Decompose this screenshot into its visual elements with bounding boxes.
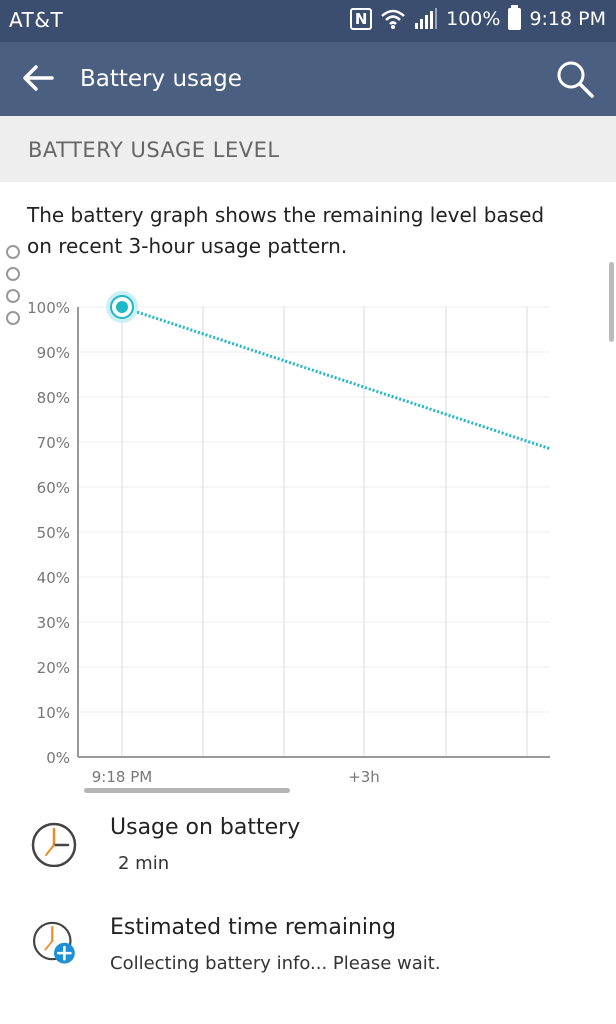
carrier-label: AT&T: [9, 8, 64, 32]
battery-chart: 100% 90% 80% 70% 60% 50% 40% 30% 20% 10% 0% 9:18 PM…: [27, 291, 551, 786]
description-text: The battery graph shows the remaining le…: [27, 203, 545, 258]
status-icons: N 100% 9:18 PM: [350, 5, 606, 30]
y-tick-label: 90%: [37, 344, 70, 362]
nfc-icon: N: [350, 8, 373, 30]
y-tick-label: 20%: [37, 659, 70, 677]
clock-plus-icon: [32, 921, 75, 964]
section-header: BATTERY USAGE LEVEL: [0, 116, 616, 182]
y-tick-label: 10%: [37, 704, 70, 722]
series-line: [121, 305, 551, 451]
page-title: Battery usage: [80, 66, 242, 92]
list-item-title: Estimated time remaining: [110, 915, 396, 940]
clock-icon: [31, 822, 77, 867]
list-item-subtitle: 2 min: [118, 853, 170, 874]
side-dot: [6, 311, 20, 325]
y-tick-label: 40%: [37, 569, 70, 587]
data-point: [116, 301, 128, 313]
clock-time: 9:18 PM: [529, 8, 606, 30]
chart-scrollbar[interactable]: [84, 788, 290, 793]
y-tick-label: 70%: [37, 434, 70, 452]
x-tick-label: 9:18 PM: [92, 768, 152, 786]
battery-icon: [508, 5, 522, 30]
search-icon[interactable]: [554, 58, 596, 100]
battery-percent: 100%: [446, 8, 501, 30]
y-tick-label: 100%: [27, 299, 70, 317]
wifi-icon: [381, 9, 405, 29]
status-bar: AT&T N 100% 9:18 PM: [0, 0, 616, 42]
app-bar: Battery usage: [0, 42, 616, 116]
arrow-left-icon[interactable]: [18, 58, 58, 98]
y-tick-label: 80%: [37, 389, 70, 407]
side-dot: [6, 289, 20, 303]
side-dot: [6, 267, 20, 281]
y-tick-label: 0%: [46, 749, 70, 767]
y-tick-label: 30%: [37, 614, 70, 632]
scrollbar[interactable]: [609, 262, 614, 342]
list-item-estimated[interactable]: Estimated time remaining Collecting batt…: [0, 915, 616, 1005]
side-dots: [6, 245, 20, 333]
x-tick-label: +3h: [348, 768, 380, 786]
list-item-subtitle: Collecting battery info... Please wait.: [110, 953, 441, 974]
y-tick-label: 50%: [37, 524, 70, 542]
list-item-usage[interactable]: Usage on battery 2 min: [0, 815, 616, 905]
side-dot: [6, 245, 20, 259]
list-item-title: Usage on battery: [110, 815, 301, 840]
y-tick-label: 60%: [37, 479, 70, 497]
signal-icon: [415, 8, 438, 29]
